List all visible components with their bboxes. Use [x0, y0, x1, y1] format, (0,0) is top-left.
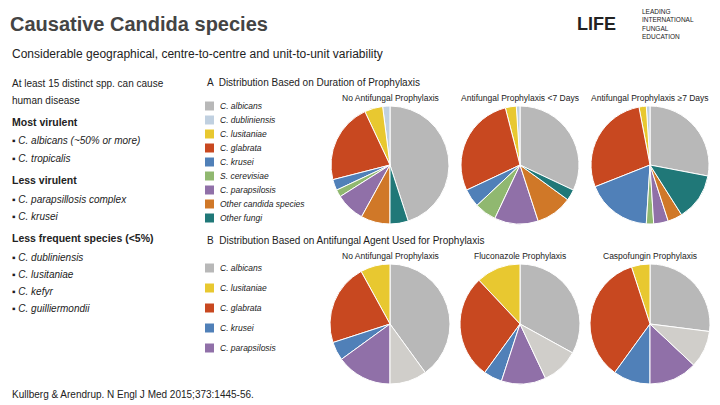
- svg-text:▪ C. albicans (~50% or more): ▪ C. albicans (~50% or more): [12, 135, 140, 146]
- svg-text:Causative Candida species: Causative Candida species: [10, 13, 268, 35]
- svg-text:Fluconazole Prophylaxis: Fluconazole Prophylaxis: [474, 251, 566, 261]
- svg-text:▪ C. guilliermondii: ▪ C. guilliermondii: [12, 303, 90, 314]
- svg-text:Less virulent: Less virulent: [12, 174, 77, 186]
- svg-text:Kullberg & Arendrup. N Engl J: Kullberg & Arendrup. N Engl J Med 2015;3…: [12, 389, 254, 400]
- svg-text:Less frequent species (<5%): Less frequent species (<5%): [12, 232, 154, 244]
- svg-text:Antifungal Prophylaxis <7 Days: Antifungal Prophylaxis <7 Days: [461, 93, 579, 103]
- svg-text:No Antifungal Prophylaxis: No Antifungal Prophylaxis: [342, 251, 439, 261]
- svg-text:Antifungal Prophylaxis ≥7 Days: Antifungal Prophylaxis ≥7 Days: [591, 93, 709, 103]
- svg-text:C. parapsilosis: C. parapsilosis: [220, 185, 276, 195]
- svg-text:Other candida species: Other candida species: [220, 199, 305, 209]
- svg-text:C. krusei: C. krusei: [220, 323, 255, 333]
- svg-text:Caspofungin Prophylaxis: Caspofungin Prophylaxis: [603, 251, 697, 261]
- svg-text:▪ C. krusei: ▪ C. krusei: [12, 211, 59, 222]
- svg-text:▪ C. lusitaniae: ▪ C. lusitaniae: [12, 269, 74, 280]
- svg-text:C. lusitaniae: C. lusitaniae: [220, 283, 267, 293]
- svg-text:C. glabrata: C. glabrata: [220, 143, 262, 153]
- svg-text:B Distribution Based on Antif: B Distribution Based on Antifungal Agent…: [207, 235, 484, 246]
- svg-text:▪ C. dubliniensis: ▪ C. dubliniensis: [12, 252, 83, 263]
- svg-text:▪ C. parapsillosis complex: ▪ C. parapsillosis complex: [12, 194, 127, 205]
- svg-text:S. cerevisiae: S. cerevisiae: [220, 171, 269, 181]
- svg-text:Other fungi: Other fungi: [220, 213, 263, 223]
- svg-text:C. glabrata: C. glabrata: [220, 303, 262, 313]
- svg-text:▪ C. tropicalis: ▪ C. tropicalis: [12, 153, 71, 164]
- svg-text:C. albicans: C. albicans: [220, 101, 263, 111]
- svg-text:C. dubliniensis: C. dubliniensis: [220, 115, 276, 125]
- svg-text:Most virulent: Most virulent: [12, 116, 78, 128]
- svg-text:LIFE: LIFE: [577, 14, 616, 34]
- svg-text:Considerable geographical, cen: Considerable geographical, centre-to-cen…: [12, 47, 383, 61]
- svg-text:C. krusei: C. krusei: [220, 157, 255, 167]
- svg-text:No Antifungal Prophylaxis: No Antifungal Prophylaxis: [342, 93, 439, 103]
- svg-text:human disease: human disease: [12, 95, 80, 106]
- svg-text:C. lusitaniae: C. lusitaniae: [220, 129, 267, 139]
- svg-text:At least 15 distinct spp. can: At least 15 distinct spp. can cause: [12, 78, 164, 89]
- svg-text:LEADINGINTERNATIONALFUNGALEDUC: LEADINGINTERNATIONALFUNGALEDUCATION: [642, 8, 694, 40]
- svg-text:▪ C. kefyr: ▪ C. kefyr: [12, 286, 53, 297]
- svg-text:C. parapsilosis: C. parapsilosis: [220, 343, 276, 353]
- svg-text:A Distribution Based on Durat: A Distribution Based on Duration of Prop…: [207, 77, 420, 88]
- svg-text:C. albicans: C. albicans: [220, 263, 263, 273]
